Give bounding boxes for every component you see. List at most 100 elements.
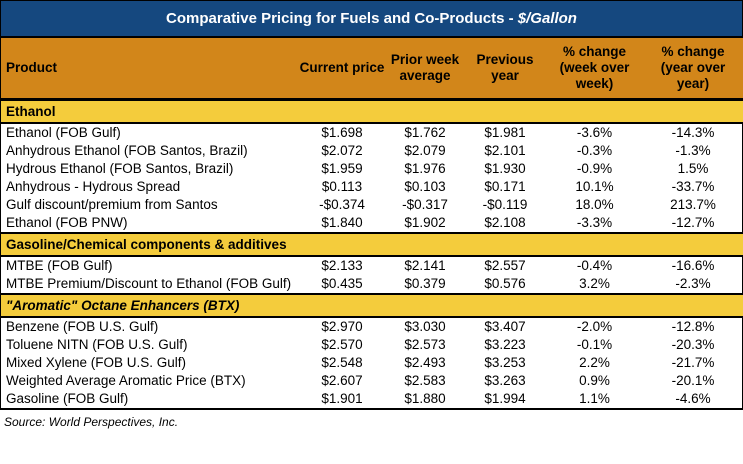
value-cell: $1.698	[321, 125, 363, 140]
value-cell: $0.576	[484, 276, 526, 291]
section-fill	[297, 232, 743, 257]
value-cell: $1.976	[404, 161, 446, 176]
product-name-cell: Weighted Average Aromatic Price (BTX)	[6, 373, 246, 388]
value-cell: 1.1%	[579, 391, 610, 406]
value-cell: 0.9%	[579, 373, 610, 388]
table-row: Ethanol (FOB Gulf) $1.698 $1.762 $1.981 -3.6…	[1, 123, 743, 142]
value-cell: $2.548	[321, 355, 363, 370]
product-name-cell: Anhydrous - Hydrous Spread	[6, 179, 181, 194]
value-cell: 2.2%	[579, 355, 610, 370]
value-cell: -4.6%	[675, 391, 711, 406]
product-name-cell: Anhydrous Ethanol (FOB Santos, Brazil)	[6, 143, 248, 158]
value-cell: $3.253	[484, 355, 526, 370]
value-cell: $2.970	[321, 319, 363, 334]
product-name-cell: Gasoline (FOB Gulf)	[6, 391, 129, 406]
value-cell: 3.2%	[579, 276, 610, 291]
value-cell: 1.5%	[677, 161, 709, 176]
table-row: Anhydrous - Hydrous Spread $0.113 $0.103 $0…	[1, 178, 743, 196]
section-label: Gasoline/Chemical components & additives	[1, 232, 297, 257]
table-title-text: Comparative Pricing for Fuels and Co-Pro…	[166, 10, 518, 27]
product-name-cell: Ethanol (FOB Gulf)	[6, 125, 121, 140]
value-cell: -21.7%	[671, 355, 715, 370]
value-cell: $2.133	[321, 258, 363, 273]
column-header-row: Product Current price Prior week average…	[1, 38, 743, 101]
value-cell: -$0.374	[319, 197, 365, 212]
product-name-cell: MTBE Premium/Discount to Ethanol (FOB Gu…	[6, 276, 292, 291]
column-header-current-price: Current price	[297, 38, 387, 101]
value-cell: $1.901	[321, 391, 363, 406]
value-cell: -3.6%	[576, 125, 613, 140]
table-row: Gasoline (FOB Gulf) $1.901 $1.880 $1.994 1.1…	[1, 390, 743, 409]
table-row: MTBE Premium/Discount to Ethanol (FOB Gu…	[1, 275, 743, 294]
value-cell: $2.493	[404, 355, 446, 370]
value-cell: $2.583	[404, 373, 446, 388]
product-name-cell: MTBE (FOB Gulf)	[6, 258, 113, 273]
value-cell: 18.0%	[575, 197, 614, 212]
value-cell: $1.902	[404, 215, 446, 230]
value-cell: $1.930	[484, 161, 526, 176]
value-cell: $2.607	[321, 373, 363, 388]
value-cell: $1.981	[484, 125, 526, 140]
table-row: Ethanol (FOB PNW) $1.840 $1.902 $2.108 -3.3%…	[1, 214, 743, 233]
value-cell: $0.379	[404, 276, 446, 291]
value-cell: $2.101	[484, 143, 526, 158]
table-title-unit: $/Gallon	[517, 10, 577, 27]
column-header-prior-week-average: Prior week average	[387, 38, 463, 101]
value-cell: $2.141	[404, 258, 446, 273]
table-row: Toluene NITN (FOB U.S. Gulf) $2.570 $2.573…	[1, 336, 743, 354]
product-name-cell: Hydrous Ethanol (FOB Santos, Brazil)	[6, 161, 234, 176]
value-cell: -14.3%	[671, 125, 715, 140]
section-header-row: Gasoline/Chemical components & additives	[1, 232, 743, 257]
value-cell: -0.3%	[576, 143, 613, 158]
value-cell: $0.103	[404, 179, 446, 194]
value-cell: $2.079	[404, 143, 446, 158]
table-row: Benzene (FOB U.S. Gulf) $2.970 $3.030 $3.40…	[1, 317, 743, 336]
value-cell: $1.840	[321, 215, 363, 230]
value-cell: $3.407	[484, 319, 526, 334]
table-row: Hydrous Ethanol (FOB Santos, Brazil) $1.9…	[1, 160, 743, 178]
value-cell: 213.7%	[670, 197, 716, 212]
value-cell: $0.113	[321, 179, 363, 194]
product-name-cell: Ethanol (FOB PNW)	[6, 215, 128, 230]
pricing-data-table: Product Current price Prior week average…	[1, 38, 743, 410]
value-cell: -33.7%	[671, 179, 715, 194]
value-cell: -1.3%	[675, 143, 711, 158]
table-row: MTBE (FOB Gulf) $2.133 $2.141 $2.557 -0.4% -1…	[1, 256, 743, 275]
value-cell: 10.1%	[575, 179, 614, 194]
section-label: Ethanol	[1, 98, 297, 124]
value-cell: $2.072	[321, 143, 363, 158]
value-cell: $1.762	[404, 125, 446, 140]
table-row: Gulf discount/premium from Santos -$0.374…	[1, 196, 743, 214]
value-cell: -3.3%	[576, 215, 613, 230]
value-cell: $2.570	[321, 337, 363, 352]
value-cell: $0.171	[484, 179, 526, 194]
product-name-cell: Benzene (FOB U.S. Gulf)	[6, 319, 159, 334]
section-fill	[297, 293, 743, 318]
value-cell: $3.030	[404, 319, 446, 334]
value-cell: $1.994	[484, 391, 526, 406]
value-cell: -2.3%	[675, 276, 711, 291]
value-cell: $0.435	[321, 276, 363, 291]
value-cell: $1.959	[321, 161, 363, 176]
value-cell: $2.108	[484, 215, 526, 230]
section-header-row: "Aromatic" Octane Enhancers (BTX)	[1, 293, 743, 318]
section-header-row: Ethanol	[1, 98, 743, 124]
source-note: Source: World Perspectives, Inc.	[4, 415, 179, 429]
value-cell: -12.7%	[671, 215, 715, 230]
section-label: "Aromatic" Octane Enhancers (BTX)	[1, 293, 297, 318]
table-row: Mixed Xylene (FOB U.S. Gulf) $2.548 $2.493…	[1, 354, 743, 372]
pricing-table: Comparative Pricing for Fuels and Co-Pro…	[0, 0, 743, 410]
value-cell: $2.557	[484, 258, 526, 273]
column-header-pct-change-yoy: % change (year over year)	[642, 38, 743, 101]
value-cell: -0.4%	[576, 258, 613, 273]
section-fill	[297, 98, 743, 124]
column-header-product: Product	[1, 38, 297, 101]
table-row: Anhydrous Ethanol (FOB Santos, Brazil) $2…	[1, 142, 743, 160]
value-cell: -20.1%	[671, 373, 715, 388]
value-cell: $1.880	[404, 391, 446, 406]
product-name-cell: Mixed Xylene (FOB U.S. Gulf)	[6, 355, 187, 370]
value-cell: -20.3%	[671, 337, 715, 352]
table-title: Comparative Pricing for Fuels and Co-Pro…	[1, 1, 742, 38]
product-name-cell: Gulf discount/premium from Santos	[6, 197, 218, 212]
value-cell: $3.223	[484, 337, 526, 352]
